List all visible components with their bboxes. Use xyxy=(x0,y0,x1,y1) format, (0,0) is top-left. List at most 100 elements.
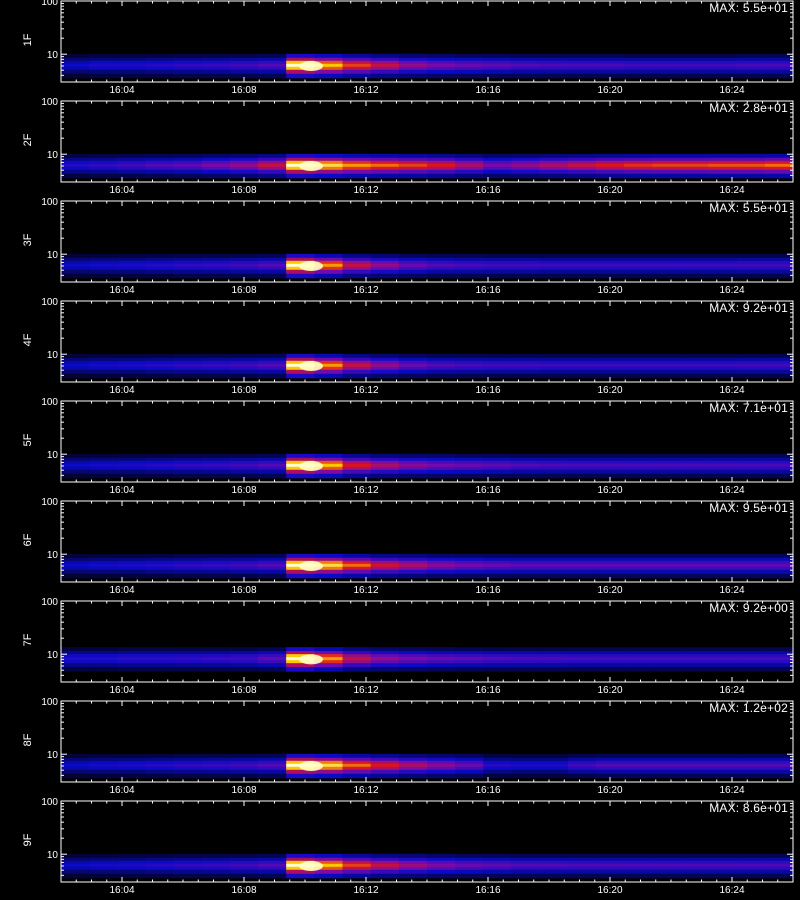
heatmap-cell xyxy=(764,763,794,769)
heatmap-cell xyxy=(708,363,738,369)
heatmap-cell xyxy=(764,863,794,869)
heatmap-cell xyxy=(567,257,597,263)
heatmap-cell xyxy=(173,357,203,363)
heatmap-cell xyxy=(764,157,794,163)
x-tick-label: 16:20 xyxy=(597,885,622,896)
heatmap-cell xyxy=(539,553,569,559)
heatmap-cell xyxy=(61,60,90,66)
heatmap-cell xyxy=(229,557,259,563)
heatmap-cell xyxy=(398,869,428,875)
heatmap-cell xyxy=(680,466,710,472)
heatmap-cell xyxy=(455,53,484,59)
heatmap-cell xyxy=(89,366,118,372)
heatmap-cell xyxy=(201,357,231,363)
heatmap-cell xyxy=(567,573,597,579)
heatmap-cell xyxy=(595,757,625,763)
heatmap-cell xyxy=(624,553,653,559)
heatmap-cell xyxy=(652,460,681,466)
heatmap-cell xyxy=(145,369,175,375)
heatmap-cell xyxy=(483,266,513,272)
heatmap-cell xyxy=(708,560,738,566)
heatmap-cell xyxy=(314,860,344,866)
heatmap-cell xyxy=(708,53,738,59)
heatmap-cell xyxy=(398,473,428,479)
heatmap-cell xyxy=(258,573,287,579)
heatmap-cell xyxy=(708,163,738,169)
heatmap-cell xyxy=(652,373,681,379)
heatmap-cell xyxy=(511,257,541,263)
heatmap-cell xyxy=(61,173,90,179)
heatmap-cell xyxy=(370,160,400,166)
heatmap-cell xyxy=(764,473,794,479)
heatmap-cell xyxy=(258,60,287,66)
x-tick-label: 16:24 xyxy=(719,485,744,496)
heatmap-cell xyxy=(258,869,287,875)
heatmap-cell xyxy=(145,357,175,363)
heatmap-cell xyxy=(680,153,710,159)
heatmap-cell xyxy=(398,173,428,179)
heatmap-cell xyxy=(61,660,90,665)
heatmap-cell xyxy=(652,760,681,766)
heatmap-cell xyxy=(258,466,287,472)
heatmap-cell xyxy=(595,569,625,575)
heatmap-cell xyxy=(736,266,766,272)
heatmap-cell xyxy=(595,160,625,166)
heatmap-cell xyxy=(117,266,147,272)
heatmap-cell xyxy=(117,463,147,469)
heatmap-cell xyxy=(145,873,175,879)
heatmap-cell xyxy=(567,53,597,59)
heatmap-cell xyxy=(427,667,456,672)
heatmap-cell xyxy=(736,753,766,759)
heatmap-cell xyxy=(229,269,259,275)
heatmap-cell xyxy=(173,763,203,769)
heatmap-cell xyxy=(286,457,315,463)
heatmap-cell xyxy=(398,560,428,566)
heatmap-cell xyxy=(89,169,118,175)
heatmap-cell xyxy=(483,163,513,169)
heatmap-cell xyxy=(539,53,569,59)
heatmap-cell xyxy=(708,469,738,475)
heatmap-cell xyxy=(342,63,372,69)
heatmap-cell xyxy=(398,657,428,662)
heatmap-cell xyxy=(736,863,766,869)
heatmap-cell xyxy=(764,760,794,766)
heatmap-cell xyxy=(567,773,597,779)
heatmap-cell xyxy=(145,853,175,859)
heatmap-cell xyxy=(455,69,484,75)
heatmap-cell xyxy=(145,663,175,668)
heatmap-cell xyxy=(764,573,794,579)
heatmap-cell xyxy=(539,273,569,279)
heatmap-cell xyxy=(398,651,428,656)
heatmap-cell xyxy=(398,260,428,266)
heatmap-cell xyxy=(652,873,681,879)
heatmap-cell xyxy=(736,769,766,775)
heatmap-cell xyxy=(539,366,569,372)
heatmap-cell xyxy=(764,153,794,159)
heatmap-cell xyxy=(229,753,259,759)
heatmap-cell xyxy=(398,773,428,779)
heatmap-cell xyxy=(427,253,456,259)
heatmap-cell xyxy=(427,453,456,459)
heatmap-cell xyxy=(61,853,90,859)
heatmap-cell xyxy=(427,373,456,379)
heatmap-cell xyxy=(652,663,681,668)
heatmap-cell xyxy=(286,260,315,266)
heatmap-cell xyxy=(764,373,794,379)
heatmap-cell xyxy=(736,360,766,366)
heatmap-cell xyxy=(708,266,738,272)
heatmap-cell xyxy=(483,73,513,79)
heatmap-cell xyxy=(286,760,315,766)
heatmap-cell xyxy=(455,266,484,272)
heatmap-cell xyxy=(764,453,794,459)
heatmap-cell xyxy=(398,866,428,872)
heatmap-cell xyxy=(652,153,681,159)
heatmap-cell xyxy=(229,373,259,379)
y-tick-label: 10 xyxy=(47,350,59,361)
heatmap-cell xyxy=(258,173,287,179)
heatmap-cell xyxy=(567,563,597,569)
x-tick-label: 16:12 xyxy=(353,385,378,396)
heatmap-cell xyxy=(708,769,738,775)
heatmap-cell xyxy=(652,654,681,659)
heatmap-cell xyxy=(455,660,484,665)
heatmap-cell xyxy=(455,560,484,566)
